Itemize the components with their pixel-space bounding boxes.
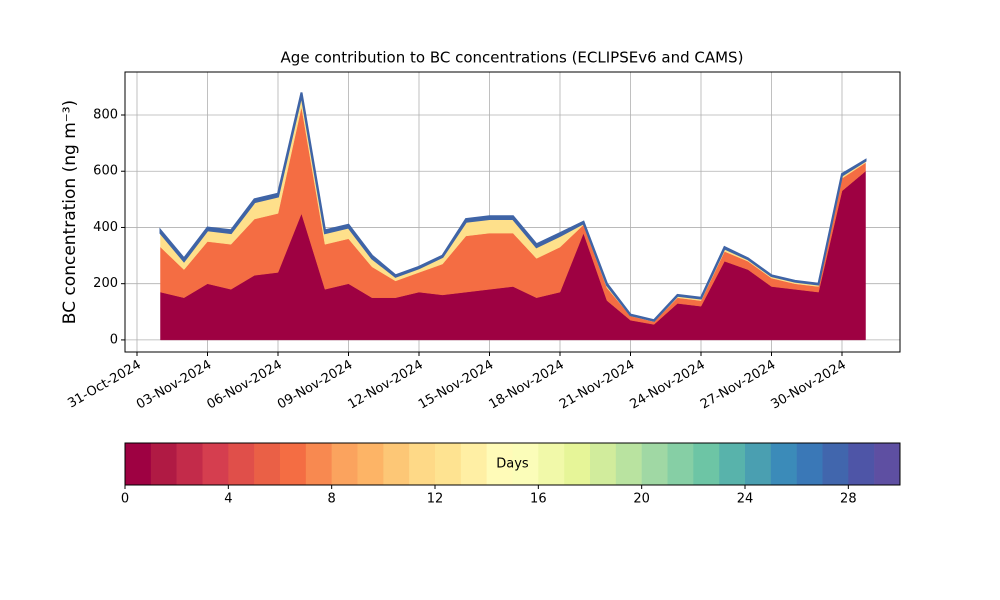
colorbar-tick-label: 16 [530, 492, 547, 507]
colorbar-tick-label: 4 [224, 492, 232, 507]
colorbar-cell [486, 443, 513, 485]
x-tick-label: 15-Nov-2024 [416, 358, 496, 413]
colorbar-cell [202, 443, 229, 485]
x-tick-label: 06-Nov-2024 [204, 358, 284, 413]
y-axis-label: BC concentration (ng m⁻³) [60, 100, 80, 324]
colorbar-cell [357, 443, 384, 485]
colorbar-cell [228, 443, 255, 485]
colorbar-cell [874, 443, 901, 485]
y-tick-label: 200 [93, 276, 118, 291]
colorbar-cell [435, 443, 462, 485]
x-tick-label: 12-Nov-2024 [345, 358, 425, 413]
colorbar-cell [176, 443, 203, 485]
x-tick-label: 03-Nov-2024 [134, 358, 214, 413]
colorbar-cell [822, 443, 849, 485]
y-tick-label: 800 [93, 108, 118, 123]
x-tick-label: 21-Nov-2024 [557, 358, 637, 413]
colorbar-cell [305, 443, 332, 485]
colorbar-cell [564, 443, 591, 485]
colorbar-cell [280, 443, 307, 485]
x-tick-label: 09-Nov-2024 [275, 358, 355, 413]
colorbar-cell [796, 443, 823, 485]
colorbar-label: Days [496, 457, 529, 472]
colorbar-cell [409, 443, 436, 485]
colorbar-cell [770, 443, 797, 485]
colorbar-cell [383, 443, 410, 485]
colorbar-frame [124, 442, 901, 486]
colorbar-cell [745, 443, 772, 485]
x-tick-label: 27-Nov-2024 [698, 358, 778, 413]
chart-title: Age contribution to BC concentrations (E… [281, 49, 744, 67]
y-tick-label: 0 [110, 332, 118, 347]
colorbar-cell [512, 443, 539, 485]
colorbar-cell [538, 443, 565, 485]
area [159, 92, 867, 322]
x-tick-label: 24-Nov-2024 [627, 358, 707, 413]
colorbar-cell [460, 443, 487, 485]
colorbar-tick-label: 20 [633, 492, 650, 507]
colorbar-cell [667, 443, 694, 485]
colorbar-cell [150, 443, 177, 485]
x-tick-label: 30-Nov-2024 [768, 358, 848, 413]
y-tick-label: 400 [93, 220, 118, 235]
colorbar-cell [641, 443, 668, 485]
colorbar-cell [254, 443, 281, 485]
colorbar-cell [125, 443, 152, 485]
colorbar-tick-label: 0 [121, 492, 129, 507]
axes-frame [124, 71, 901, 353]
colorbar-tick-label: 12 [427, 492, 444, 507]
x-tick-label: 31-Oct-2024 [65, 358, 143, 412]
colorbar-tick-label: 28 [840, 492, 857, 507]
colorbar-cell [331, 443, 358, 485]
y-tick-label: 600 [93, 164, 118, 179]
x-tick-label: 18-Nov-2024 [486, 358, 566, 413]
colorbar-tick-label: 8 [328, 492, 336, 507]
colorbar-cell [615, 443, 642, 485]
colorbar-cell [848, 443, 875, 485]
colorbar-cell [590, 443, 617, 485]
colorbar-cell [693, 443, 720, 485]
colorbar-tick-label: 24 [737, 492, 754, 507]
colorbar-cell [719, 443, 746, 485]
